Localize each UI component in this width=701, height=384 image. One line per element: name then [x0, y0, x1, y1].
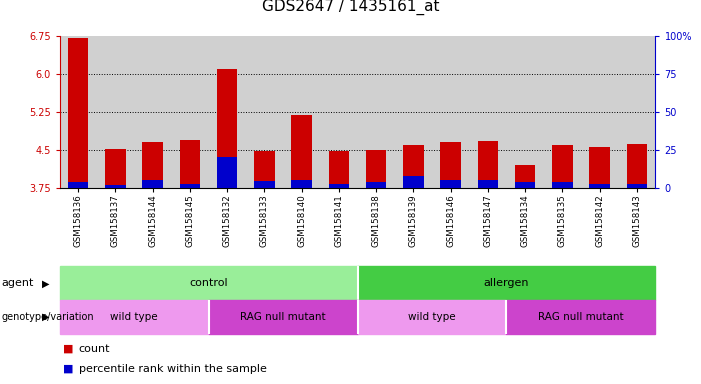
Bar	[477, 180, 498, 188]
Text: control: control	[189, 278, 228, 288]
Text: wild type: wild type	[110, 312, 158, 322]
Bar	[292, 180, 312, 188]
Text: ▶: ▶	[42, 312, 50, 322]
Bar	[68, 182, 88, 188]
Text: ■: ■	[63, 344, 74, 354]
Bar	[292, 116, 312, 188]
Bar	[440, 142, 461, 188]
Text: genotype/variation: genotype/variation	[1, 312, 94, 322]
Bar	[60, 300, 209, 334]
Bar	[329, 184, 349, 188]
Bar	[142, 142, 163, 188]
Bar	[552, 182, 573, 188]
Text: percentile rank within the sample: percentile rank within the sample	[79, 364, 266, 374]
Bar	[506, 300, 655, 334]
Bar	[209, 300, 358, 334]
Bar	[179, 140, 200, 188]
Bar	[403, 145, 423, 188]
Bar	[179, 184, 200, 188]
Text: wild type: wild type	[408, 312, 456, 322]
Bar	[590, 147, 610, 188]
Text: allergen: allergen	[484, 278, 529, 288]
Bar	[358, 300, 506, 334]
Bar	[627, 184, 647, 188]
Bar	[403, 175, 423, 188]
Text: ▶: ▶	[42, 278, 50, 288]
Bar	[358, 266, 655, 300]
Bar	[515, 165, 536, 188]
Text: RAG null mutant: RAG null mutant	[240, 312, 326, 322]
Bar	[254, 151, 275, 188]
Bar	[217, 69, 238, 188]
Bar	[627, 144, 647, 188]
Bar	[60, 266, 358, 300]
Bar	[254, 181, 275, 188]
Bar	[68, 38, 88, 188]
Bar	[105, 149, 125, 188]
Bar	[552, 145, 573, 188]
Bar	[217, 157, 238, 188]
Bar	[105, 185, 125, 188]
Text: RAG null mutant: RAG null mutant	[538, 312, 624, 322]
Text: count: count	[79, 344, 110, 354]
Bar	[515, 182, 536, 188]
Bar	[142, 180, 163, 188]
Bar	[366, 150, 386, 188]
Text: agent: agent	[1, 278, 34, 288]
Bar	[440, 180, 461, 188]
Text: GDS2647 / 1435161_at: GDS2647 / 1435161_at	[261, 0, 440, 15]
Bar	[477, 141, 498, 188]
Bar	[366, 182, 386, 188]
Text: ■: ■	[63, 364, 74, 374]
Bar	[590, 184, 610, 188]
Bar	[329, 151, 349, 188]
